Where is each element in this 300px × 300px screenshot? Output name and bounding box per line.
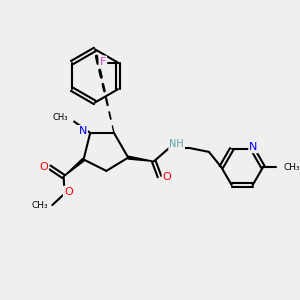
Text: N: N (249, 142, 258, 152)
Text: F: F (100, 57, 106, 67)
Text: NH: NH (169, 139, 184, 149)
Text: O: O (39, 162, 48, 172)
Text: O: O (64, 187, 73, 197)
Text: CH₃: CH₃ (284, 163, 300, 172)
Text: CH₃: CH₃ (32, 201, 48, 210)
Text: CH₃: CH₃ (53, 113, 68, 122)
Text: N: N (78, 126, 87, 136)
Polygon shape (64, 158, 85, 177)
Polygon shape (128, 156, 154, 161)
Text: O: O (163, 172, 172, 182)
